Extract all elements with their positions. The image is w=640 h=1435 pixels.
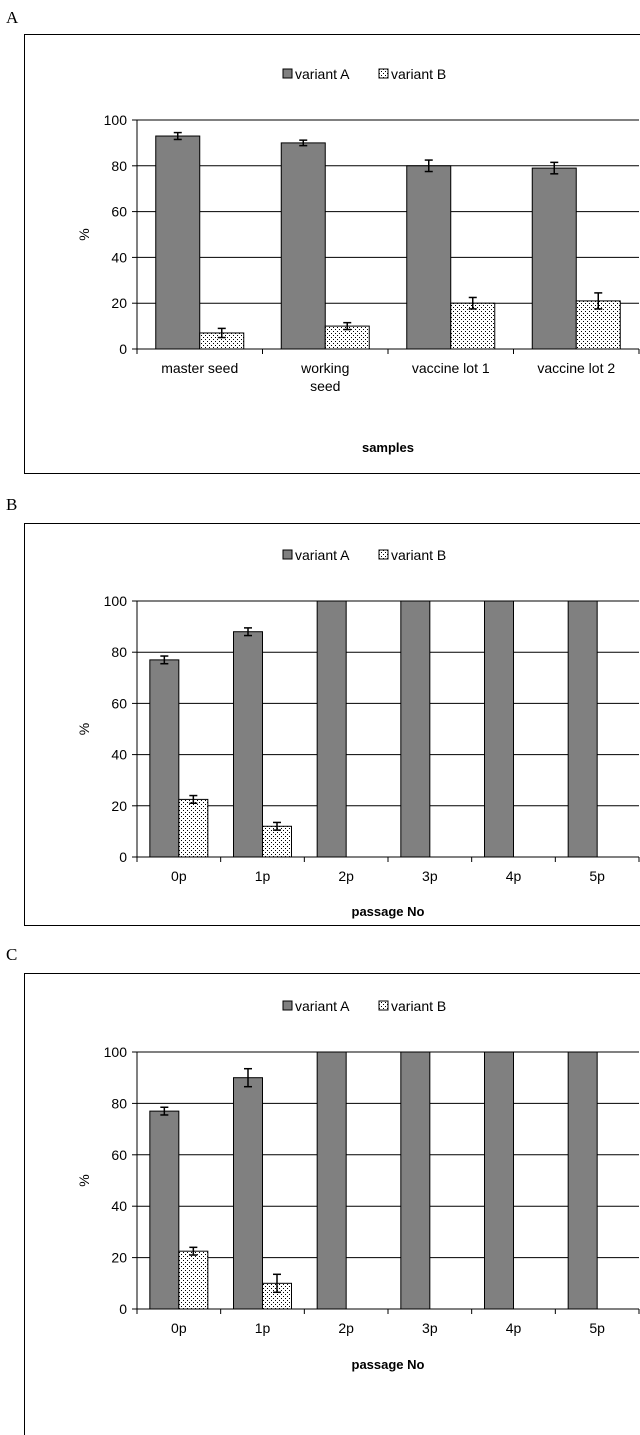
x-tick-label: 4p [506, 1320, 522, 1336]
chart-frame-c: 0 20 40 60 80 100 0p 1p 2p 3p 4p 5p% passage No varia… [24, 973, 640, 1435]
y-tick-label: 20 [111, 1250, 127, 1266]
bar-variant-b [262, 825, 292, 858]
x-tick-label: 0p [171, 1320, 187, 1336]
y-axis-title: % [76, 228, 92, 240]
legend-swatch-variant-b [378, 68, 389, 79]
x-tick-label: 2p [338, 1320, 354, 1336]
y-tick-label: 40 [111, 1198, 127, 1214]
bar-chart-a: 0 20 40 60 80 100 master seed working seed vaccin… [76, 66, 640, 455]
bar-variant-a [280, 142, 326, 350]
y-tick-label: 100 [104, 1044, 128, 1060]
x-tick-label: vaccine lot 1 [412, 360, 490, 376]
x-tick-label: 5p [589, 868, 605, 884]
x-tick-label: 3p [422, 868, 438, 884]
x-tick-label: 1p [255, 1320, 271, 1336]
bar-variant-b [178, 1250, 209, 1310]
x-axis-title: passage No [352, 904, 425, 919]
bar-variant-a [484, 1051, 514, 1310]
legend-swatch-variant-b [378, 549, 389, 560]
bar-variant-a [316, 600, 347, 858]
y-tick-label: 20 [111, 798, 127, 814]
bar-variant-a [233, 631, 263, 858]
y-tick-label: 80 [111, 1095, 127, 1111]
x-axis-title: passage No [352, 1357, 425, 1372]
bar-variant-a [567, 1051, 598, 1310]
y-tick-label: 0 [119, 341, 127, 357]
bar-variant-a [406, 165, 452, 350]
bar-variant-a [316, 1051, 347, 1310]
panel-label-b: B [6, 495, 18, 514]
legend-label-variant-a: variant A [295, 998, 350, 1014]
panel-label-c: C [6, 945, 18, 964]
bar-variant-a [149, 1110, 180, 1310]
bar-variant-a [567, 600, 598, 858]
y-tick-label: 0 [119, 849, 127, 865]
y-tick-label: 100 [104, 593, 128, 609]
bar-variant-a [400, 600, 431, 858]
y-tick-label: 80 [111, 644, 127, 660]
bar-variant-a [531, 167, 577, 350]
bar-variant-b [178, 798, 209, 858]
y-tick-label: 40 [111, 747, 127, 763]
x-tick-label: vaccine lot 2 [537, 360, 615, 376]
legend-swatch-variant-b [378, 1000, 389, 1011]
x-tick-label: 4p [506, 868, 522, 884]
x-tick-label: 3p [422, 1320, 438, 1336]
legend-label-variant-b: variant B [391, 998, 446, 1014]
legend-swatch-variant-a [282, 1000, 293, 1011]
y-tick-label: 100 [104, 112, 128, 128]
y-tick-label: 0 [119, 1301, 127, 1317]
bar-variant-a [155, 135, 201, 350]
y-axis-title: % [76, 1174, 92, 1186]
panel-label-a: A [6, 8, 19, 27]
legend-swatch-variant-a [282, 549, 293, 560]
x-axis-title: samples [362, 440, 414, 455]
bar-chart-c: 0 20 40 60 80 100 0p 1p 2p 3p 4p 5p% passage No varia… [76, 998, 640, 1372]
bar-variant-b [450, 302, 496, 350]
bar-variant-a [400, 1051, 431, 1310]
y-tick-label: 20 [111, 295, 127, 311]
y-tick-label: 80 [111, 158, 127, 174]
legend-swatch-variant-a [282, 68, 293, 79]
chart-frame-a: 0 20 40 60 80 100 master seed working seed vaccin… [24, 34, 640, 474]
x-tick-label: 0p [171, 868, 187, 884]
bar-variant-a [484, 600, 514, 858]
legend-label-variant-a: variant A [295, 547, 350, 563]
bar-variant-a [233, 1077, 263, 1310]
y-tick-label: 60 [111, 1147, 127, 1163]
x-tick-label: 5p [589, 1320, 605, 1336]
bar-variant-a [149, 659, 180, 858]
legend-label-variant-b: variant B [391, 66, 446, 82]
chart-frame-b: 0 20 40 60 80 100 0p 1p 2p 3p 4p 5p% passage No varia… [24, 523, 640, 926]
x-tick-label: 1p [255, 868, 271, 884]
x-tick-label: working [300, 360, 349, 376]
x-tick-label: 2p [338, 868, 354, 884]
y-tick-label: 60 [111, 695, 127, 711]
legend-label-variant-a: variant A [295, 66, 350, 82]
bar-chart-b: 0 20 40 60 80 100 0p 1p 2p 3p 4p 5p% passage No varia… [76, 547, 640, 919]
legend-label-variant-b: variant B [391, 547, 446, 563]
x-tick-label: seed [310, 378, 340, 394]
x-tick-label: master seed [161, 360, 238, 376]
y-axis-title: % [76, 723, 92, 735]
y-tick-label: 60 [111, 204, 127, 220]
y-tick-label: 40 [111, 249, 127, 265]
